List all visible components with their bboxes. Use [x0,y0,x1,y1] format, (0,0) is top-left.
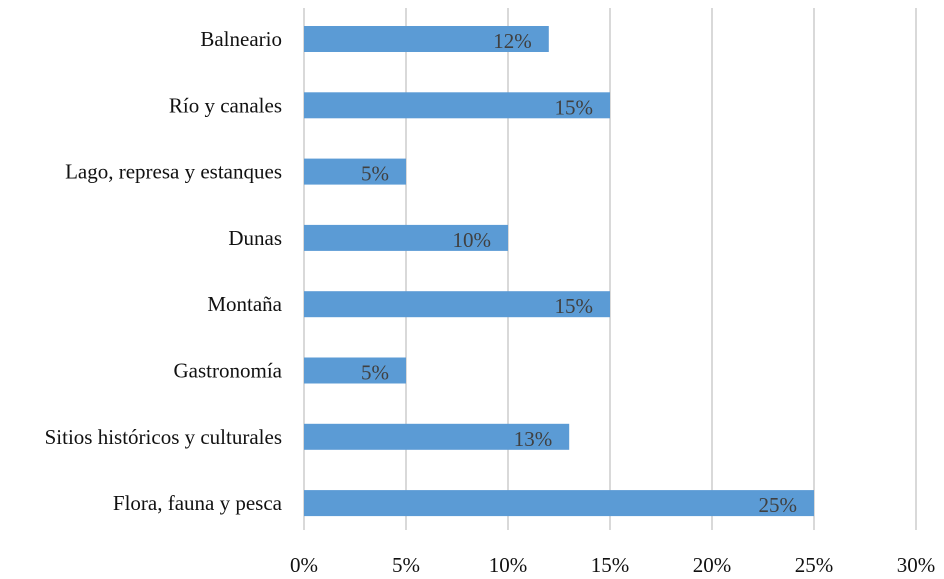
bar [304,92,610,119]
data-label: 12% [493,29,532,53]
bar [304,224,508,251]
bar [304,26,549,52]
data-label: 5% [361,162,389,186]
x-tick-label: 20% [693,553,732,577]
data-labels: 12% 15% 5% 10% 15% 5% 13% 25% [361,29,797,517]
data-label: 15% [555,294,594,318]
data-label: 5% [361,361,389,385]
bar [304,158,406,185]
category-label: Lago, represa y estanques [65,160,282,184]
x-tick-labels: 0% 5% 10% 15% 20% 25% 30% [290,553,935,577]
category-label: Dunas [228,226,282,250]
data-label: 10% [453,228,492,252]
bars [304,26,814,517]
x-tick-label: 25% [795,553,834,577]
category-label: Flora, fauna y pesca [113,491,283,515]
x-tick-label: 5% [392,553,420,577]
bar [304,490,814,517]
category-labels: Balneario Río y canales Lago, represa y es… [45,27,283,515]
x-tick-label: 10% [489,553,528,577]
category-label: Balneario [200,27,282,51]
bar [304,291,610,318]
category-label: Montaña [207,292,282,316]
x-tick-label: 30% [897,553,936,577]
category-label: Gastronomía [174,359,283,383]
data-label: 15% [555,95,594,119]
gridlines [303,8,917,530]
data-label: 25% [759,493,798,517]
x-tick-label: 0% [290,553,318,577]
category-label: Sitios históricos y culturales [45,425,282,449]
x-tick-label: 15% [591,553,630,577]
category-label: Río y canales [169,93,282,117]
data-label: 13% [514,427,553,451]
bar [304,357,406,384]
bar [304,423,570,450]
